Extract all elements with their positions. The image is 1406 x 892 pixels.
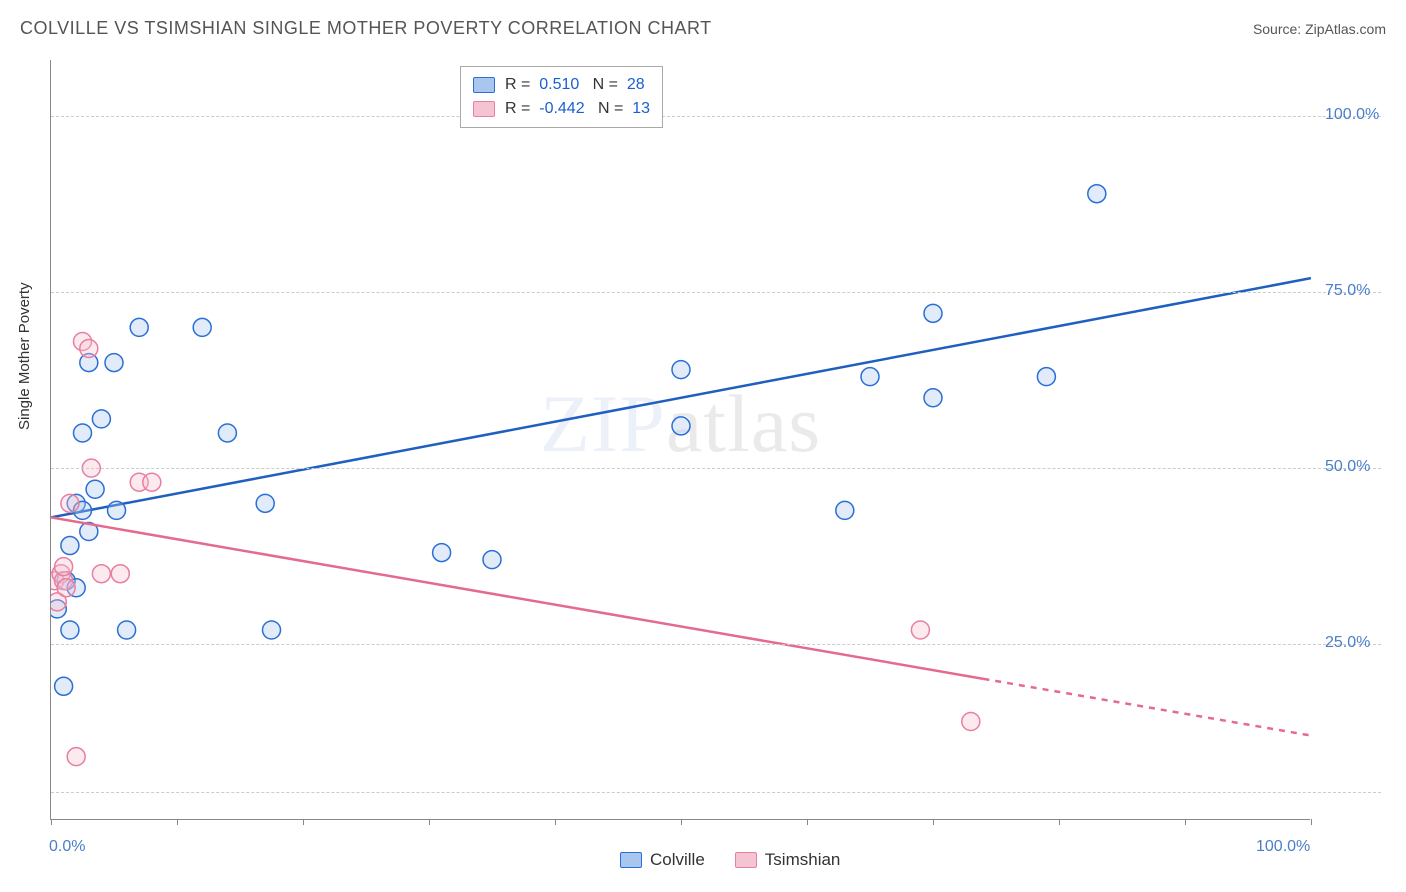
- gridline: [51, 116, 1381, 117]
- x-tick-label: 100.0%: [1256, 838, 1310, 856]
- stats-legend-row: R = -0.442 N = 13: [473, 97, 650, 121]
- data-point: [74, 424, 92, 442]
- legend-swatch: [620, 852, 642, 868]
- data-point: [218, 424, 236, 442]
- data-point: [92, 410, 110, 428]
- x-tick: [177, 819, 178, 825]
- x-tick: [1311, 819, 1312, 825]
- stats-text: R = -0.442 N = 13: [505, 100, 650, 118]
- stats-text: R = 0.510 N = 28: [505, 76, 645, 94]
- data-point: [1037, 368, 1055, 386]
- x-tick: [51, 819, 52, 825]
- y-axis-label: Single Mother Poverty: [16, 282, 33, 430]
- data-point: [924, 304, 942, 322]
- gridline: [51, 292, 1381, 293]
- gridline: [51, 644, 1381, 645]
- y-tick-label: 25.0%: [1325, 634, 1370, 652]
- x-tick: [933, 819, 934, 825]
- data-point: [1088, 185, 1106, 203]
- stats-legend: R = 0.510 N = 28 R = -0.442 N = 13: [460, 66, 663, 128]
- data-point: [143, 473, 161, 491]
- data-point: [962, 712, 980, 730]
- data-point: [61, 537, 79, 555]
- data-point: [483, 551, 501, 569]
- data-point: [67, 748, 85, 766]
- y-tick-label: 100.0%: [1325, 106, 1379, 124]
- data-point: [836, 501, 854, 519]
- data-point: [924, 389, 942, 407]
- legend-swatch: [735, 852, 757, 868]
- data-point: [111, 565, 129, 583]
- legend-label: Tsimshian: [765, 850, 841, 870]
- x-tick: [681, 819, 682, 825]
- data-point: [672, 417, 690, 435]
- data-point: [672, 361, 690, 379]
- x-tick: [807, 819, 808, 825]
- data-point: [256, 494, 274, 512]
- data-point: [130, 318, 148, 336]
- x-tick: [303, 819, 304, 825]
- x-tick: [1059, 819, 1060, 825]
- data-point: [433, 544, 451, 562]
- data-point: [55, 558, 73, 576]
- x-tick: [429, 819, 430, 825]
- scatter-svg: [51, 60, 1311, 820]
- data-point: [118, 621, 136, 639]
- data-point: [57, 579, 75, 597]
- data-point: [86, 480, 104, 498]
- legend-item: Tsimshian: [735, 850, 841, 870]
- y-tick-label: 75.0%: [1325, 282, 1370, 300]
- trend-line: [983, 679, 1311, 736]
- legend-swatch: [473, 101, 495, 117]
- data-point: [55, 677, 73, 695]
- data-point: [105, 354, 123, 372]
- legend-swatch: [473, 77, 495, 93]
- stats-legend-row: R = 0.510 N = 28: [473, 73, 650, 97]
- chart-root: COLVILLE VS TSIMSHIAN SINGLE MOTHER POVE…: [0, 0, 1406, 892]
- series-legend: Colville Tsimshian: [620, 850, 840, 870]
- source-label: Source: ZipAtlas.com: [1253, 21, 1386, 37]
- data-point: [61, 621, 79, 639]
- trend-line: [51, 517, 983, 678]
- x-tick: [1185, 819, 1186, 825]
- y-tick-label: 50.0%: [1325, 458, 1370, 476]
- legend-label: Colville: [650, 850, 705, 870]
- data-point: [861, 368, 879, 386]
- plot-area: ZIPatlas 25.0%50.0%75.0%100.0%0.0%100.0%: [50, 60, 1310, 820]
- data-point: [911, 621, 929, 639]
- data-point: [61, 494, 79, 512]
- legend-item: Colville: [620, 850, 705, 870]
- data-point: [80, 340, 98, 358]
- chart-title: COLVILLE VS TSIMSHIAN SINGLE MOTHER POVE…: [20, 18, 712, 39]
- data-point: [263, 621, 281, 639]
- header-bar: COLVILLE VS TSIMSHIAN SINGLE MOTHER POVE…: [20, 18, 1386, 39]
- gridline: [51, 792, 1381, 793]
- trend-line: [51, 278, 1311, 517]
- plot-outer: ZIPatlas 25.0%50.0%75.0%100.0%0.0%100.0%…: [50, 60, 1380, 840]
- data-point: [108, 501, 126, 519]
- data-point: [193, 318, 211, 336]
- x-tick: [555, 819, 556, 825]
- gridline: [51, 468, 1381, 469]
- data-point: [92, 565, 110, 583]
- x-tick-label: 0.0%: [49, 838, 85, 856]
